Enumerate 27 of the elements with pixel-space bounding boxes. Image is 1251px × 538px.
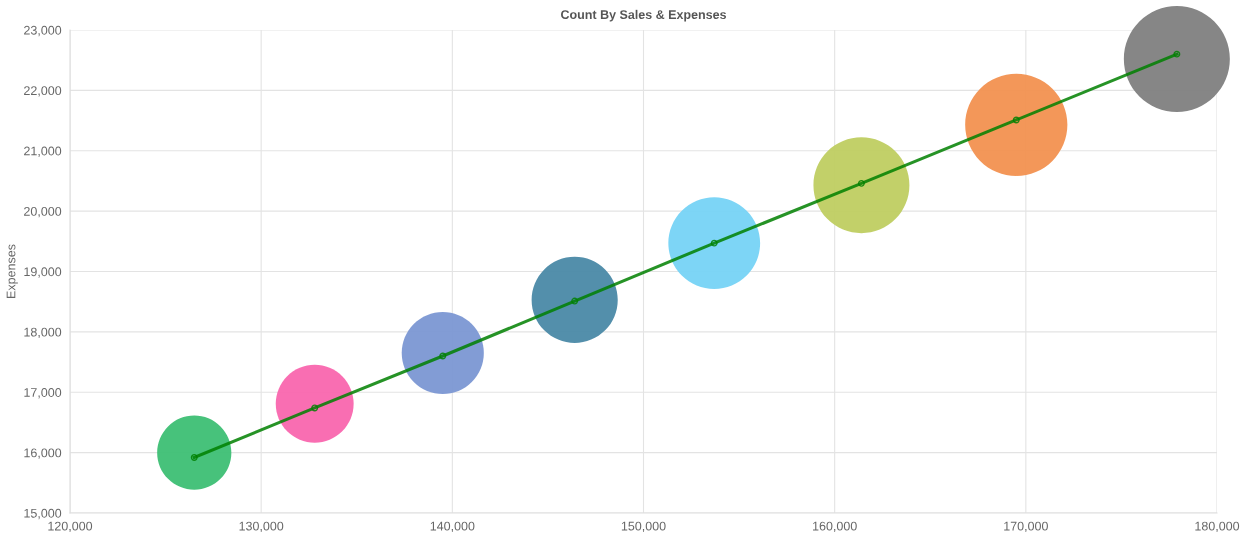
y-tick-label: 16,000 (24, 448, 62, 459)
y-tick-label: 19,000 (24, 267, 62, 278)
point (1012, 116, 1020, 124)
x-tick-label: 160,000 (813, 521, 857, 532)
y-tick-label: 17,000 (24, 388, 62, 399)
y-tick-label: 20,000 (24, 206, 62, 218)
x-tick-label: 120,000 (48, 521, 93, 532)
point (311, 404, 319, 412)
line-series (190, 50, 1181, 461)
point (190, 453, 198, 461)
point (439, 352, 447, 360)
x-tick-label: 180,000 (1195, 521, 1240, 532)
y-tick-label: 23,000 (24, 25, 62, 37)
point (857, 179, 865, 187)
point (1173, 50, 1181, 58)
x-tick-label: 130,000 (239, 521, 284, 532)
y-tick-label: 15,000 (24, 508, 62, 520)
x-tick-label: 140,000 (430, 521, 475, 532)
y-axis-title: Expenses (6, 244, 18, 298)
x-tick-label: 150,000 (621, 521, 666, 532)
x-tick-label: 170,000 (1004, 521, 1048, 532)
point (571, 297, 579, 305)
chart-title: Count By Sales & Expenses (561, 9, 727, 22)
y-tick-label: 21,000 (24, 146, 62, 157)
point (710, 239, 718, 247)
y-tick-label: 18,000 (24, 327, 62, 338)
y-tick-label: 22,000 (24, 86, 62, 97)
